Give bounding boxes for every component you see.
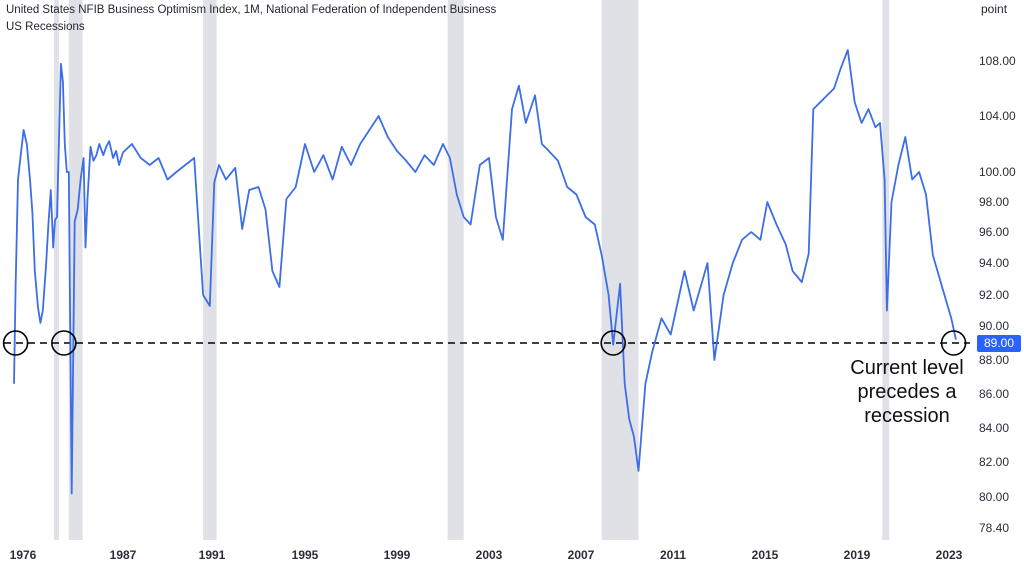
- y-tick-label: 86.00: [979, 387, 1010, 401]
- circle-markers: [2, 330, 967, 356]
- y-tick-label: 88.00: [979, 353, 1010, 367]
- y-tick-label: 100.00: [979, 165, 1016, 179]
- x-tick-label: 2003: [475, 548, 503, 562]
- annotation-line-2: precedes a: [857, 381, 957, 403]
- x-tick-label: 2019: [843, 548, 871, 562]
- y-tick-label: 96.00: [979, 225, 1010, 239]
- y-tick-label: 108.00: [979, 54, 1016, 68]
- y-tick-label: 94.00: [979, 256, 1010, 270]
- x-tick-label: 1991: [198, 548, 226, 562]
- y-tick-label: 82.00: [979, 455, 1010, 469]
- recession-band-3: [203, 0, 217, 540]
- annotation-line-1: Current level: [850, 357, 964, 379]
- circle-marker-3: [600, 330, 627, 356]
- recession-band-5: [601, 0, 639, 540]
- x-tick-label: 2023: [935, 548, 963, 562]
- circle-marker-4: [940, 330, 967, 356]
- x-tick-label: 1976: [9, 548, 37, 562]
- x-tick-label: 2007: [567, 548, 595, 562]
- y-tick-label: 78.40: [979, 521, 1010, 535]
- y-tick-label: 90.00: [979, 319, 1010, 333]
- circle-marker-2: [51, 330, 77, 356]
- annotation-line-3: recession: [864, 405, 950, 427]
- recession-band-4: [447, 0, 464, 540]
- recession-band-1: [54, 0, 59, 540]
- current-value-badge: 89.00: [977, 335, 1021, 352]
- x-tick-label: 1987: [109, 548, 137, 562]
- x-tick-label: 2015: [751, 548, 779, 562]
- x-tick-label: 2011: [659, 548, 687, 562]
- y-tick-label: 104.00: [979, 109, 1016, 123]
- y-tick-label: 92.00: [979, 288, 1010, 302]
- chart-title: United States NFIB Business Optimism Ind…: [6, 4, 497, 16]
- circle-marker-1: [2, 330, 29, 356]
- annotation-text: Current level precedes a recession: [832, 356, 982, 428]
- chart-subtitle: US Recessions: [6, 21, 85, 33]
- recession-bands: [54, 0, 890, 540]
- x-tick-label: 1995: [291, 548, 319, 562]
- y-tick-label: 80.00: [979, 490, 1010, 504]
- y-tick-label: 84.00: [979, 421, 1010, 435]
- y-tick-label: 98.00: [979, 195, 1010, 209]
- y-axis-unit-label: point: [981, 2, 1008, 16]
- series-line: [13, 49, 957, 495]
- x-tick-label: 1999: [383, 548, 411, 562]
